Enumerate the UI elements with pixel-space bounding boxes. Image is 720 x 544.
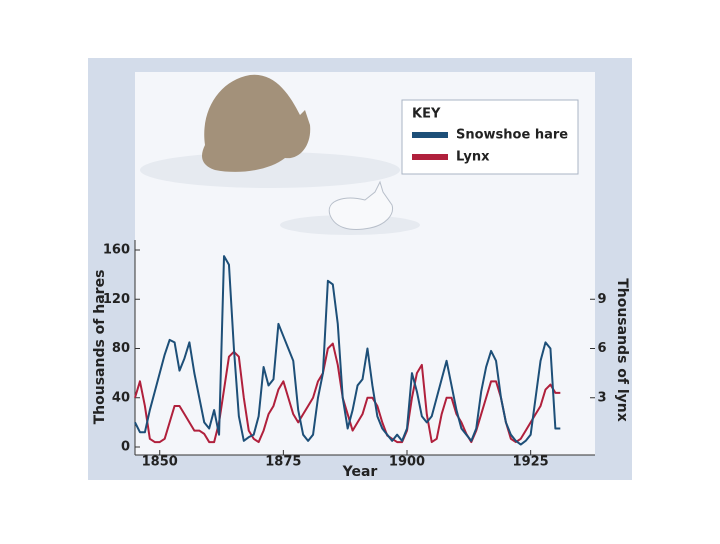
illustration (140, 74, 420, 235)
y-tick-label: 40 (112, 390, 130, 405)
legend-title: KEY (412, 107, 441, 122)
y2-tick-label: 6 (597, 341, 606, 356)
x-axis-label: Year (342, 464, 378, 480)
y2-tick-label: 3 (597, 390, 606, 405)
series-line (134, 342, 561, 444)
x-tick-label: 1900 (389, 455, 425, 470)
y-tick-label: 120 (103, 292, 130, 307)
y-tick-label: 80 (112, 341, 130, 356)
lynx (202, 74, 311, 172)
y-tick-label: 160 (103, 243, 130, 258)
y2-tick-label: 9 (597, 292, 606, 307)
y2-axis-label: Thousands of lynx (614, 278, 630, 422)
legend-swatch (412, 154, 448, 160)
series-line (134, 255, 561, 446)
x-tick-label: 1875 (265, 455, 301, 470)
legend-label: Snowshoe hare (456, 128, 568, 143)
hare (328, 180, 394, 230)
y-axis-label: Thousands of hares (92, 270, 108, 425)
legend-swatch (412, 132, 448, 138)
x-tick-label: 1925 (513, 455, 549, 470)
x-tick-label: 1850 (142, 455, 178, 470)
y-tick-label: 0 (121, 440, 130, 455)
legend-label: Lynx (456, 150, 490, 165)
